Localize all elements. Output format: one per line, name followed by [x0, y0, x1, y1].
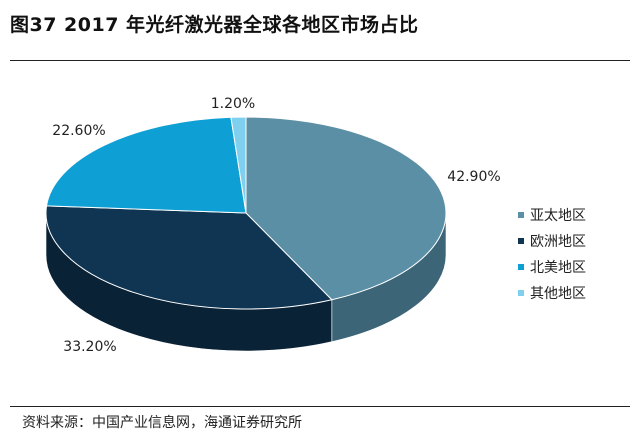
legend-label-europe: 欧洲地区	[530, 234, 586, 250]
legend-label-other: 其他地区	[530, 286, 586, 302]
data-label-north-america: 22.60%	[52, 123, 105, 139]
chart-title: 图37 2017 年光纤激光器全球各地区市场占比	[10, 14, 419, 36]
pie-slice-europe	[45, 205, 333, 310]
legend-label-asia-pacific: 亚太地区	[530, 208, 586, 224]
legend-swatch-europe	[518, 238, 524, 244]
source-note: 资料来源：中国产业信息网，海通证券研究所	[22, 415, 302, 431]
data-label-asia-pacific: 42.90%	[447, 169, 500, 185]
pie-slice-other	[230, 116, 247, 214]
data-label-other: 1.20%	[211, 96, 255, 112]
legend-swatch-north-america	[518, 264, 524, 270]
pie-slice-north-america	[45, 116, 247, 214]
legend-swatch-asia-pacific	[518, 212, 524, 218]
pie-slice-asia-pacific	[245, 116, 447, 301]
data-label-europe: 33.20%	[63, 339, 116, 355]
title-divider	[10, 60, 630, 61]
legend-swatch-other	[518, 290, 524, 296]
legend-label-north-america: 北美地区	[530, 260, 586, 276]
source-divider	[10, 406, 630, 407]
